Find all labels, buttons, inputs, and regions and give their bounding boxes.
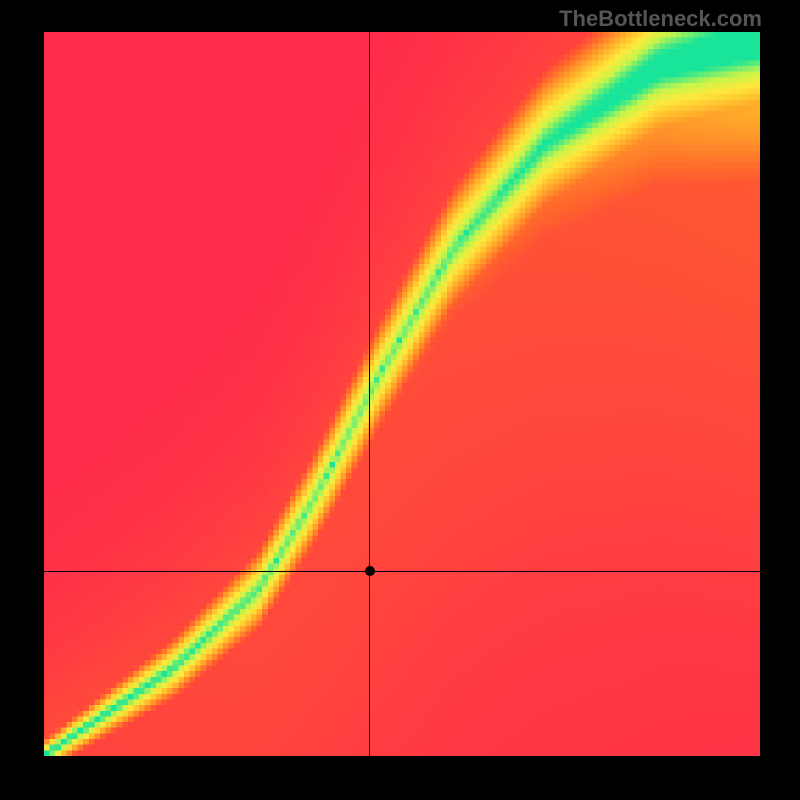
bottleneck-heatmap [44, 32, 760, 756]
crosshair-horizontal [44, 571, 760, 572]
crosshair-marker-dot [365, 566, 375, 576]
watermark-label: TheBottleneck.com [559, 6, 762, 32]
crosshair-vertical [369, 32, 370, 756]
chart-container: TheBottleneck.com [0, 0, 800, 800]
